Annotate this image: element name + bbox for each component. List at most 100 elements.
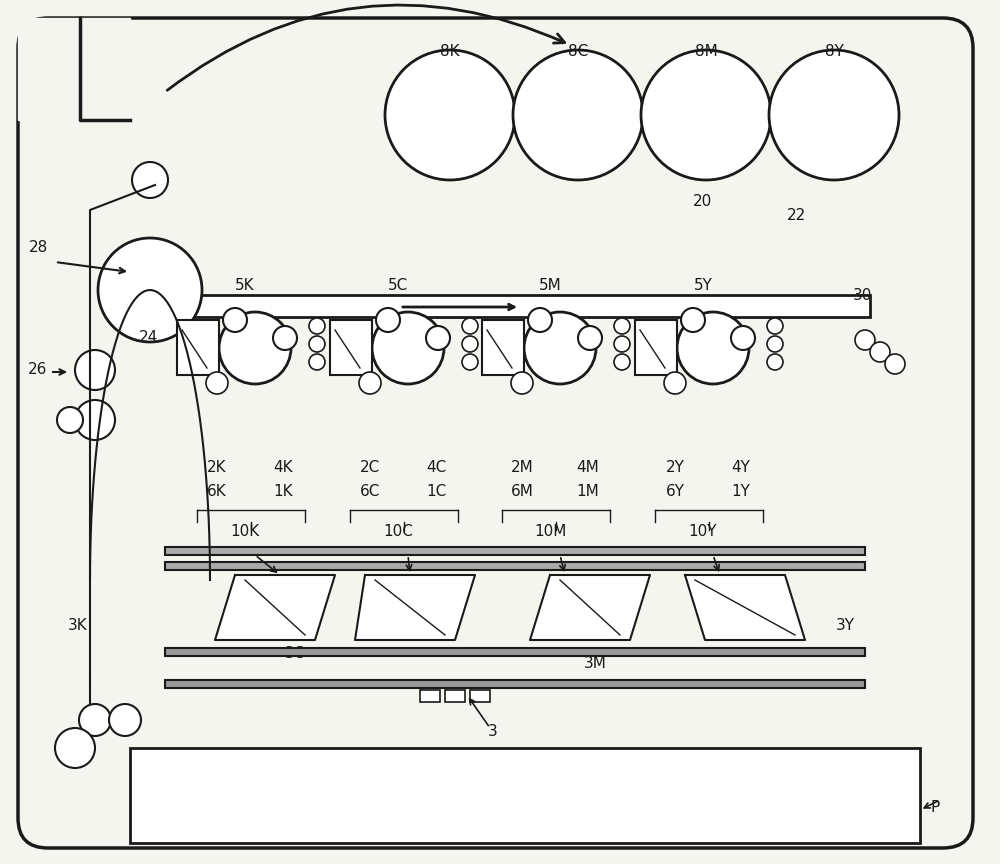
Circle shape — [75, 350, 115, 390]
Text: 3: 3 — [488, 725, 498, 740]
Circle shape — [79, 704, 111, 736]
Circle shape — [309, 318, 325, 334]
Text: 10C: 10C — [383, 524, 413, 539]
Circle shape — [462, 318, 478, 334]
Text: 30: 30 — [852, 288, 872, 302]
Bar — [165, 680, 865, 688]
FancyBboxPatch shape — [18, 18, 973, 848]
Text: 1Y: 1Y — [732, 485, 750, 499]
Text: 6C: 6C — [360, 485, 380, 499]
Text: 1M: 1M — [577, 485, 599, 499]
Circle shape — [55, 728, 95, 768]
Bar — [482, 320, 524, 375]
Circle shape — [664, 372, 686, 394]
Bar — [470, 690, 490, 702]
Text: 4M: 4M — [577, 461, 599, 475]
Text: 2Y: 2Y — [666, 461, 684, 475]
Circle shape — [731, 326, 755, 350]
Circle shape — [109, 704, 141, 736]
Text: 8C: 8C — [568, 45, 588, 60]
Polygon shape — [355, 575, 475, 640]
Text: 6Y: 6Y — [666, 485, 684, 499]
Circle shape — [614, 318, 630, 334]
Polygon shape — [685, 575, 805, 640]
Bar — [330, 320, 372, 375]
Circle shape — [677, 312, 749, 384]
Text: 2C: 2C — [360, 461, 380, 475]
Bar — [420, 690, 440, 702]
Circle shape — [769, 50, 899, 180]
Text: 10K: 10K — [230, 524, 260, 539]
Polygon shape — [530, 575, 650, 640]
Bar — [165, 648, 865, 656]
Circle shape — [206, 372, 228, 394]
Text: 5M: 5M — [539, 277, 561, 293]
FancyArrowPatch shape — [167, 5, 565, 91]
Circle shape — [372, 312, 444, 384]
Circle shape — [309, 336, 325, 352]
Circle shape — [359, 372, 381, 394]
Text: 4K: 4K — [273, 461, 293, 475]
Text: 4Y: 4Y — [732, 461, 750, 475]
Text: 3C: 3C — [285, 645, 305, 660]
Polygon shape — [18, 18, 130, 120]
Circle shape — [462, 354, 478, 370]
Circle shape — [462, 336, 478, 352]
Circle shape — [767, 318, 783, 334]
Circle shape — [385, 50, 515, 180]
Text: 10Y: 10Y — [689, 524, 717, 539]
Text: 2K: 2K — [207, 461, 227, 475]
Circle shape — [376, 308, 400, 332]
Text: 1K: 1K — [273, 485, 293, 499]
Text: 22: 22 — [786, 207, 806, 223]
Circle shape — [524, 312, 596, 384]
Bar — [165, 562, 865, 570]
Circle shape — [767, 336, 783, 352]
Circle shape — [223, 308, 247, 332]
Polygon shape — [215, 575, 335, 640]
Bar — [130, 295, 870, 317]
Text: P: P — [930, 801, 940, 816]
Circle shape — [578, 326, 602, 350]
Bar — [177, 320, 219, 375]
Text: 10M: 10M — [534, 524, 566, 539]
Bar — [130, 748, 920, 843]
Text: 28: 28 — [28, 240, 48, 256]
Circle shape — [98, 238, 202, 342]
Text: 1C: 1C — [426, 485, 446, 499]
Text: 5C: 5C — [388, 277, 408, 293]
Circle shape — [528, 308, 552, 332]
Circle shape — [767, 354, 783, 370]
Bar — [635, 320, 677, 375]
Bar — [165, 547, 865, 555]
Text: 3K: 3K — [68, 618, 88, 632]
Text: 6M: 6M — [511, 485, 533, 499]
Text: 24: 24 — [138, 331, 158, 346]
Circle shape — [511, 372, 533, 394]
Circle shape — [75, 400, 115, 440]
Circle shape — [132, 162, 168, 198]
Circle shape — [273, 326, 297, 350]
Text: 5K: 5K — [235, 277, 255, 293]
Circle shape — [426, 326, 450, 350]
Text: 6K: 6K — [207, 485, 227, 499]
Circle shape — [219, 312, 291, 384]
Circle shape — [57, 407, 83, 433]
Text: 3Y: 3Y — [836, 618, 854, 632]
Circle shape — [681, 308, 705, 332]
Circle shape — [855, 330, 875, 350]
Circle shape — [614, 336, 630, 352]
Text: 26: 26 — [28, 363, 48, 378]
Text: 20: 20 — [693, 194, 713, 209]
Text: 4C: 4C — [426, 461, 446, 475]
Circle shape — [870, 342, 890, 362]
Text: 5Y: 5Y — [694, 277, 712, 293]
Text: 8K: 8K — [440, 45, 460, 60]
Text: 3M: 3M — [584, 656, 606, 670]
Text: 8Y: 8Y — [825, 45, 843, 60]
Circle shape — [309, 354, 325, 370]
Text: 2M: 2M — [511, 461, 533, 475]
Text: 8M: 8M — [695, 45, 717, 60]
Circle shape — [885, 354, 905, 374]
Bar — [445, 690, 465, 702]
